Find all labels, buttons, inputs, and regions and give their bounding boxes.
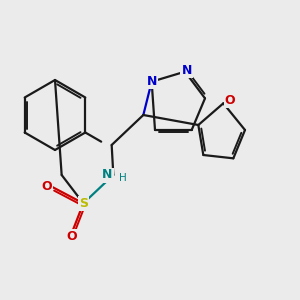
Text: O: O [41, 180, 52, 193]
Text: N: N [102, 169, 112, 182]
Text: S: S [79, 197, 88, 210]
Text: H: H [119, 173, 127, 183]
Text: N: N [146, 75, 157, 88]
Text: N: N [182, 64, 192, 76]
Text: O: O [225, 94, 235, 106]
Text: O: O [66, 230, 77, 243]
